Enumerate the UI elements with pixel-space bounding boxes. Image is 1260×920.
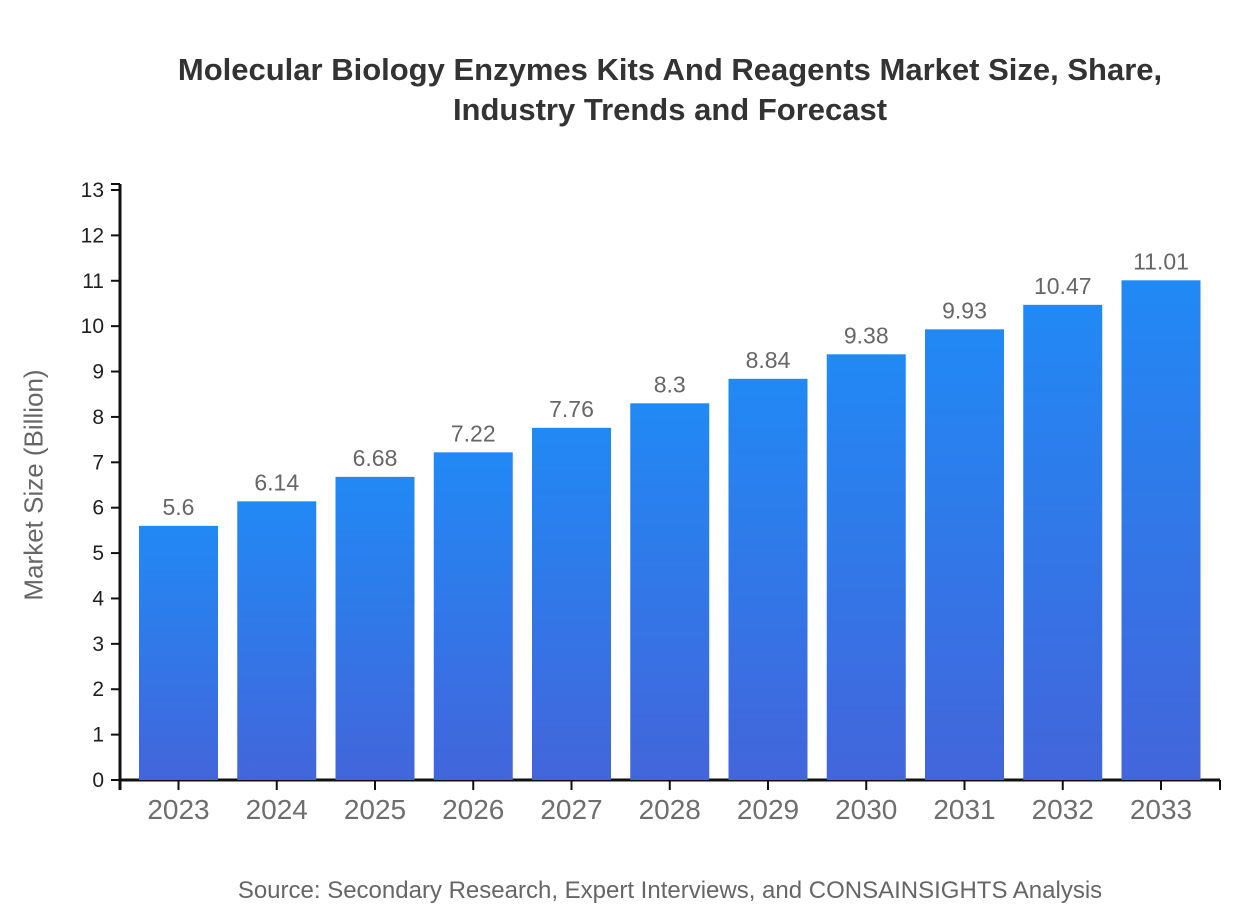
bar-value-label: 11.01 — [1133, 248, 1189, 274]
source-note: Source: Secondary Research, Expert Inter… — [237, 877, 1103, 904]
x-tick-label: 2023 — [147, 794, 209, 825]
bar-2024 — [237, 501, 317, 780]
bar-value-label: 7.76 — [549, 396, 594, 422]
chart-title-line-1: Molecular Biology Enzymes Kits And Reage… — [177, 52, 1163, 87]
y-tick-label: 5 — [92, 542, 104, 565]
y-tick-label: 8 — [92, 406, 104, 429]
y-tick-label: 2 — [92, 678, 104, 701]
bar-2032 — [1023, 304, 1103, 780]
x-tick-label: 2024 — [246, 794, 308, 825]
chart-title-line-2: Industry Trends and Forecast — [452, 92, 888, 127]
y-tick-label: 11 — [82, 270, 104, 293]
bar-2026 — [433, 452, 513, 780]
x-tick-label: 2032 — [1032, 794, 1094, 825]
x-tick-label: 2027 — [540, 794, 602, 825]
y-tick-label: 10 — [81, 315, 104, 338]
bar-value-label: 8.84 — [746, 347, 791, 373]
bar-value-label: 6.14 — [254, 469, 299, 495]
x-tick-label: 2030 — [835, 794, 897, 825]
bar-value-label: 10.47 — [1034, 273, 1092, 299]
bar-2031 — [925, 329, 1004, 780]
bar-value-label: 8.3 — [654, 371, 686, 397]
bar-value-label: 6.68 — [353, 445, 398, 471]
bar-2029 — [728, 378, 808, 780]
y-tick-label: 13 — [81, 179, 104, 202]
y-tick-label: 7 — [92, 451, 104, 474]
bar-2030 — [826, 354, 906, 780]
bar-value-label: 9.38 — [844, 322, 889, 348]
y-tick-label: 9 — [92, 361, 104, 384]
y-tick-label: 3 — [92, 633, 104, 656]
chart-title: Molecular Biology Enzymes Kits And Reage… — [120, 50, 1220, 130]
bar-value-label: 5.6 — [163, 494, 195, 520]
y-tick-label: 4 — [92, 587, 104, 610]
x-tick-label: 2026 — [442, 794, 504, 825]
x-tick-label: 2031 — [933, 794, 995, 825]
bar-2025 — [335, 476, 415, 780]
x-tick-label: 2033 — [1130, 794, 1192, 825]
bar-2027 — [532, 427, 611, 780]
y-tick-label: 6 — [92, 497, 104, 520]
bar-2023 — [139, 525, 218, 780]
x-tick-label: 2028 — [639, 794, 701, 825]
bar-2028 — [630, 403, 710, 780]
x-tick-label: 2029 — [737, 794, 799, 825]
y-tick-label: 12 — [81, 224, 104, 247]
y-tick-label: 0 — [92, 769, 104, 792]
bar-value-label: 9.93 — [942, 297, 987, 323]
y-tick-label: 1 — [92, 724, 104, 747]
bar-2033 — [1121, 280, 1201, 780]
x-tick-label: 2025 — [344, 794, 406, 825]
bar-value-label: 7.22 — [451, 420, 496, 446]
